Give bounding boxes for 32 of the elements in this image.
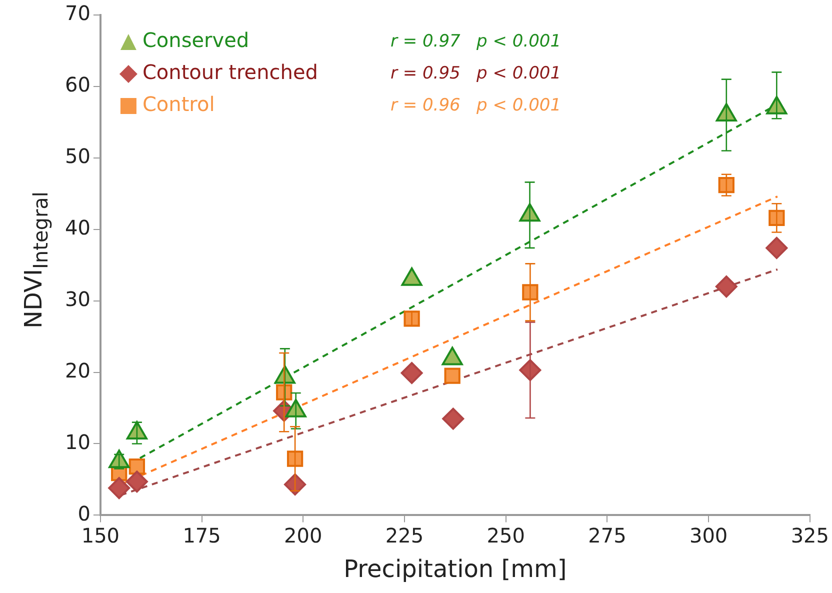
y-tick-label: 40 (64, 216, 90, 240)
x-tick-label: 250 (486, 523, 525, 548)
legend-label: Control (142, 92, 215, 116)
x-tick-label: 150 (81, 523, 120, 548)
point (128, 458, 146, 475)
x-tick-label: 225 (385, 523, 424, 548)
y-tick-label: 20 (64, 358, 90, 382)
point (715, 276, 738, 298)
point (442, 408, 464, 430)
y-tick-label: 30 (64, 287, 90, 312)
point (108, 477, 130, 500)
x-tick-label: 275 (588, 523, 626, 548)
annotation: r = 0.96 p < 0.001 (390, 95, 562, 116)
y-tick-label: 60 (64, 72, 90, 97)
annotation: r = 0.95 p < 0.001 (390, 63, 562, 84)
point (444, 368, 460, 384)
y-tick-label: 10 (64, 430, 90, 454)
x-tick-label: 175 (182, 523, 221, 548)
legend-label: Contour trenched (142, 60, 318, 84)
point (126, 470, 148, 493)
x-tick-label: 325 (790, 523, 830, 548)
y-tick-label: 0 (78, 501, 90, 526)
annotation: r = 0.97 p < 0.001 (390, 31, 562, 52)
point (766, 236, 788, 259)
y-tick-label: 70 (64, 1, 90, 26)
x-axis-title: Precipitation [mm] (344, 554, 567, 583)
point (286, 450, 304, 467)
legend-label: Conserved (142, 28, 250, 52)
y-tick-label: 50 (64, 144, 90, 168)
x-tick-label: 300 (689, 523, 728, 548)
point (400, 362, 423, 384)
x-tick-label: 200 (284, 523, 322, 548)
